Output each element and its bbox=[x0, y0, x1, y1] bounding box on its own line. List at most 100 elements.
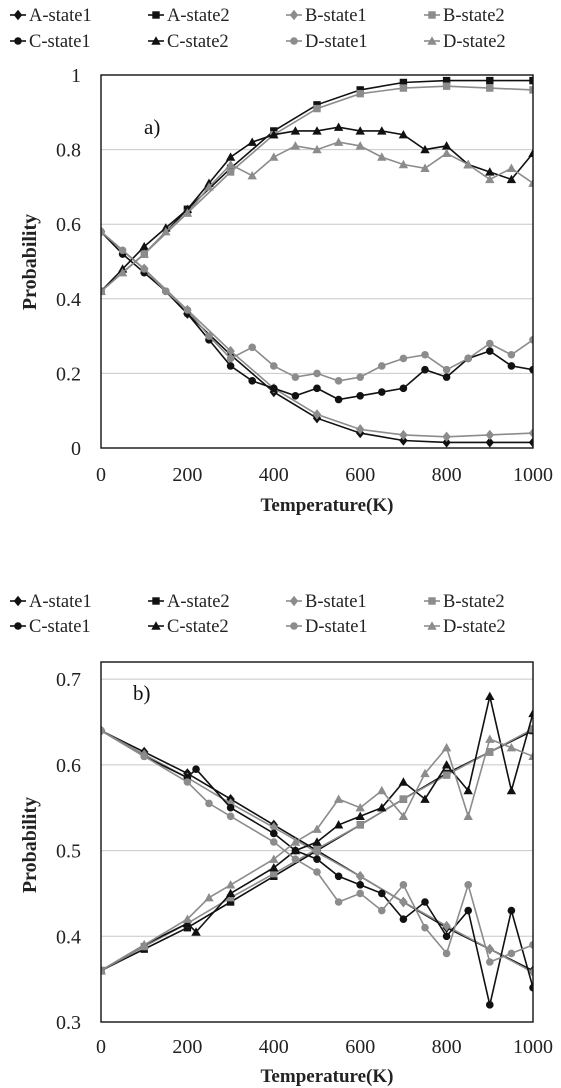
legend-label: C-state1 bbox=[29, 32, 91, 52]
data-point bbox=[183, 778, 192, 786]
x-tick-label: 400 bbox=[259, 1036, 289, 1058]
legend-marker bbox=[13, 9, 23, 21]
legend-item: D-state2 bbox=[424, 32, 506, 52]
data-point bbox=[101, 726, 105, 735]
series-B-state2 bbox=[101, 725, 533, 975]
data-point bbox=[486, 1001, 494, 1009]
legend-marker bbox=[151, 36, 161, 45]
data-point bbox=[312, 824, 322, 833]
data-point bbox=[398, 777, 409, 786]
x-tick-label: 800 bbox=[432, 1036, 462, 1058]
legend-marker bbox=[289, 9, 299, 21]
data-point bbox=[270, 362, 278, 370]
data-point bbox=[183, 924, 192, 932]
data-point bbox=[507, 362, 516, 370]
data-point bbox=[399, 915, 408, 923]
data-point bbox=[441, 743, 452, 752]
data-point bbox=[226, 812, 235, 821]
data-point bbox=[356, 889, 365, 898]
data-point bbox=[334, 872, 343, 881]
y-tick-label: 0.4 bbox=[56, 289, 81, 311]
data-point bbox=[464, 354, 473, 363]
data-point bbox=[399, 384, 408, 393]
data-point bbox=[529, 365, 533, 374]
series-B-state2 bbox=[101, 82, 533, 296]
data-point bbox=[355, 803, 365, 812]
x-tick-label: 600 bbox=[345, 464, 375, 486]
data-point bbox=[312, 126, 322, 135]
y-tick-label: 0.5 bbox=[56, 841, 81, 863]
legend-marker bbox=[13, 595, 23, 607]
data-point bbox=[529, 86, 533, 94]
x-tick-label: 1000 bbox=[513, 1036, 553, 1058]
series-line bbox=[101, 85, 533, 292]
data-point bbox=[313, 845, 321, 853]
data-point bbox=[420, 163, 430, 172]
data-point bbox=[420, 794, 430, 803]
data-point bbox=[398, 811, 409, 820]
data-point bbox=[334, 377, 343, 385]
data-point bbox=[463, 785, 473, 795]
data-point bbox=[312, 837, 322, 846]
series-D-state1 bbox=[101, 227, 533, 385]
data-point bbox=[486, 84, 494, 92]
data-point bbox=[313, 104, 321, 113]
data-point bbox=[486, 339, 494, 348]
y-axis-label: Probability bbox=[19, 214, 41, 310]
x-tick-label: 600 bbox=[345, 1036, 375, 1058]
data-point bbox=[528, 708, 533, 718]
y-tick-label: 1 bbox=[71, 65, 81, 87]
data-point bbox=[529, 983, 533, 992]
data-point bbox=[162, 287, 170, 296]
data-point bbox=[117, 267, 128, 277]
series-C-state1 bbox=[101, 726, 533, 1009]
y-axis-label: Probability bbox=[19, 797, 41, 893]
y-tick-label: 0.3 bbox=[56, 1012, 81, 1034]
data-point bbox=[420, 144, 430, 154]
series-D-state1 bbox=[101, 726, 533, 966]
data-point bbox=[442, 373, 451, 381]
legend-label: B-state2 bbox=[443, 6, 505, 26]
data-point bbox=[226, 362, 235, 370]
y-tick-label: 0.6 bbox=[56, 214, 81, 236]
data-point bbox=[421, 350, 429, 359]
data-point bbox=[442, 76, 451, 85]
data-point bbox=[356, 89, 364, 98]
data-point bbox=[485, 174, 495, 184]
data-point bbox=[421, 923, 429, 932]
legend-item: C-state1 bbox=[10, 32, 91, 52]
legend-label: D-state1 bbox=[305, 617, 368, 637]
data-point bbox=[442, 437, 451, 448]
legend-item: A-state1 bbox=[10, 592, 92, 612]
data-point bbox=[463, 159, 473, 169]
data-point bbox=[204, 182, 214, 191]
data-point bbox=[528, 148, 533, 158]
legend-label: D-state2 bbox=[443, 32, 506, 52]
data-point bbox=[247, 137, 257, 146]
legend-marker bbox=[152, 597, 160, 605]
data-point bbox=[442, 771, 451, 779]
series-line bbox=[101, 729, 533, 1006]
data-point bbox=[248, 343, 256, 352]
data-point bbox=[140, 265, 148, 273]
legend-item: D-state1 bbox=[286, 617, 368, 637]
data-point bbox=[528, 967, 533, 978]
data-point bbox=[313, 868, 321, 876]
data-point bbox=[356, 424, 365, 435]
data-point bbox=[225, 152, 236, 161]
data-point bbox=[182, 208, 193, 217]
data-point bbox=[270, 384, 278, 393]
data-point bbox=[101, 286, 106, 296]
data-point bbox=[247, 171, 257, 180]
data-point bbox=[290, 837, 301, 846]
data-point bbox=[506, 174, 517, 184]
data-point bbox=[399, 896, 408, 908]
legend-item: D-state1 bbox=[286, 32, 368, 52]
legend-marker bbox=[427, 621, 437, 630]
data-point bbox=[204, 893, 214, 902]
data-point bbox=[485, 734, 495, 743]
legend-marker bbox=[289, 595, 299, 607]
y-tick-label: 0 bbox=[71, 438, 81, 460]
data-point bbox=[290, 126, 301, 135]
data-point bbox=[464, 906, 473, 915]
